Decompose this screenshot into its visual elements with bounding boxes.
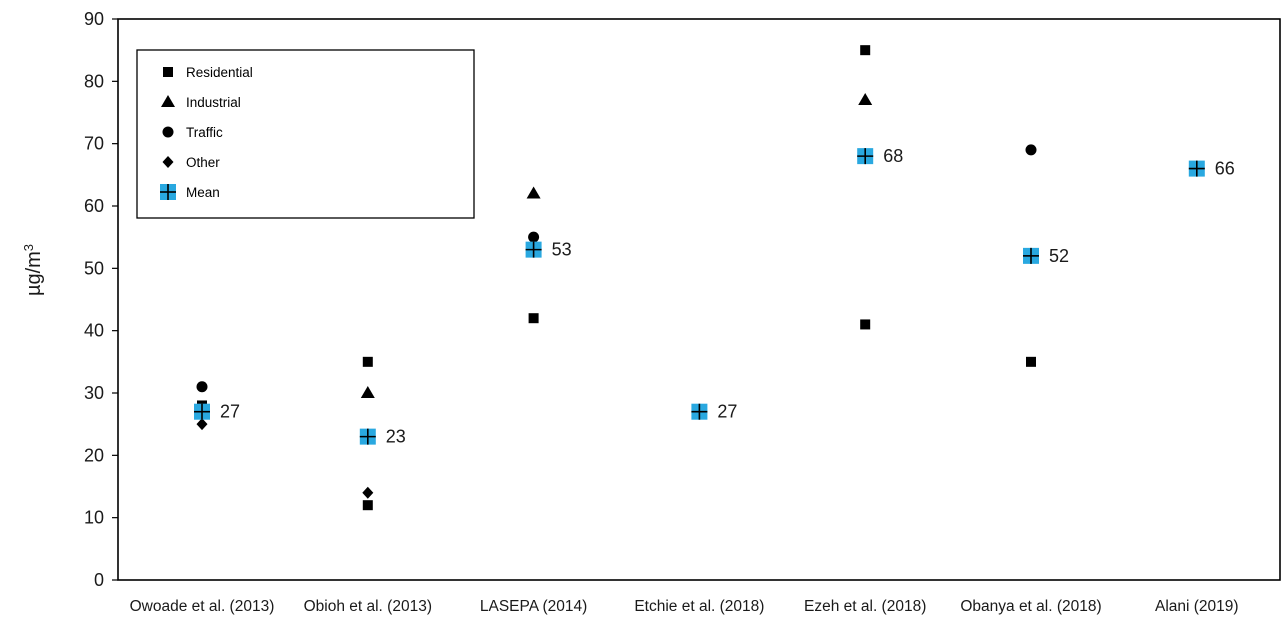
residential-point [362,356,373,367]
other-point [362,486,374,499]
mean-data-label: 66 [1215,159,1235,179]
mean-data-label: 23 [386,427,406,447]
mean-data-label: 52 [1049,246,1069,266]
x-category-label: Ezeh et al. (2018) [804,598,926,615]
industrial-point [526,186,541,199]
traffic-point [196,381,208,393]
x-category-label: Obanya et al. (2018) [960,598,1101,615]
y-axis-title-superscript: 3 [21,244,36,251]
legend-marker [162,156,174,168]
mean-point [1023,247,1039,264]
y-tick-label: 30 [84,383,104,403]
mean-data-label: 68 [883,146,903,166]
mean-point [359,428,376,445]
residential-point [860,45,871,56]
y-axis-title: µg/m3 [21,244,46,296]
legend-label: Residential [186,65,253,80]
x-category-label: Etchie et al. (2018) [634,598,764,615]
mean-data-label: 27 [717,402,737,422]
mean-point [1188,160,1205,177]
industrial-point [858,93,873,106]
y-tick-label: 90 [84,9,104,29]
y-tick-label: 40 [84,321,104,341]
industrial-point [360,386,375,398]
residential-point [362,500,373,511]
legend-box [136,49,475,219]
x-category-label: Owoade et al. (2013) [130,598,275,615]
y-tick-labels: 0 10 20 30 40 50 60 70 80 90 [84,9,118,590]
mean-point [194,403,210,420]
mean-point [857,148,874,165]
legend-marker [162,126,174,138]
mean-data-label: 27 [220,402,240,422]
y-tick-label: 70 [84,134,104,154]
legend-marker [161,95,175,107]
residential-point [1026,356,1036,367]
x-tick-labels: Owoade et al. (2013) Obioh et al. (2013) L… [130,598,1239,615]
legend: Residential Industrial Traffic Other Mean [136,49,475,219]
mean-data-labels: 27 23 53 27 68 52 66 [220,146,1235,447]
x-category-label: Obioh et al. (2013) [304,598,432,615]
plot-frame [117,18,1281,581]
legend-label: Other [186,155,220,170]
legend-item: Residential [163,65,253,80]
y-tick-label: 50 [84,258,104,278]
mean-point [691,403,708,420]
legend-item: Other [162,155,220,170]
svg-text:µg/m3: µg/m3 [21,244,46,296]
data-points [194,45,1205,511]
legend-marker [160,184,176,200]
y-tick-label: 10 [84,508,104,528]
other-point [196,418,208,431]
axes [117,18,1281,581]
y-tick-label: 20 [84,445,104,465]
y-axis-title-text: µg/m [23,251,45,296]
legend-item: Mean [160,184,220,200]
mean-data-label: 53 [552,240,572,260]
y-tick-label: 60 [84,196,104,216]
residential-point [860,319,871,330]
legend-label: Industrial [186,95,241,110]
mean-point [525,241,542,258]
legend-item: Industrial [161,95,241,110]
y-tick-label: 80 [84,71,104,91]
traffic-point [528,231,540,243]
y-tick-label: 0 [94,570,104,590]
legend-label: Mean [186,185,220,200]
traffic-point [1025,144,1037,156]
residential-point [528,313,539,324]
legend-item: Traffic [162,125,223,140]
legend-marker [163,67,173,77]
x-category-label: LASEPA (2014) [480,598,587,615]
legend-label: Traffic [186,125,223,140]
x-category-label: Alani (2019) [1155,598,1239,615]
